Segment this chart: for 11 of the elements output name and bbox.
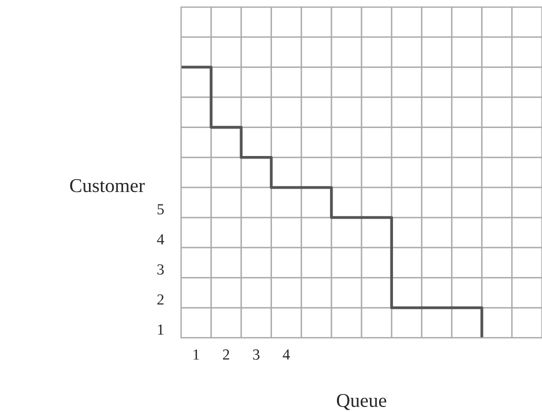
x-tick-label: 1 [194, 349, 199, 360]
y-tick-label: 2 [157, 294, 164, 305]
y-axis-title: Customer [70, 179, 145, 192]
x-tick-label: 2 [223, 349, 230, 360]
x-tick-label: 4 [282, 349, 290, 360]
y-tick-label: 4 [157, 234, 164, 244]
y-tick-label: 3 [157, 264, 164, 275]
y-tick-label: 5 [158, 204, 164, 214]
x-axis-title: Queue [336, 394, 386, 410]
x-tick-label: 3 [253, 349, 260, 360]
y-tick-label: 1 [158, 324, 164, 335]
